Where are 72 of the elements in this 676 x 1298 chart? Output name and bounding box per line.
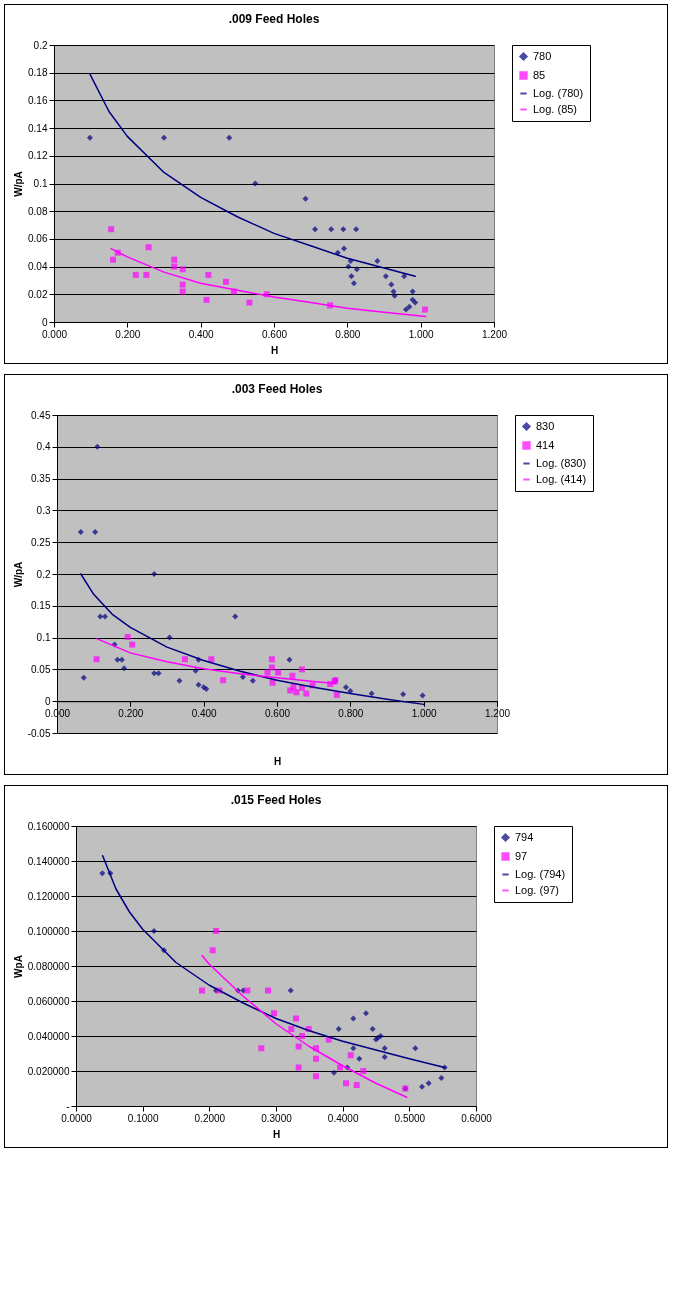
legend-label: 794 xyxy=(515,830,534,843)
y-axis-title: WpA xyxy=(12,955,24,978)
x-tick-label: 1.000 xyxy=(411,707,438,719)
x-tick-label: 0.200 xyxy=(115,328,141,340)
x-tick-label: 0.600 xyxy=(261,328,288,340)
y-tick-label: 0.18 xyxy=(28,67,48,79)
x-tick-label: 0.400 xyxy=(191,707,218,719)
x-axis-title: H xyxy=(273,755,282,767)
legend-label: Log. (97) xyxy=(515,883,560,896)
y-tick-label: -0.05 xyxy=(27,727,51,739)
chart-title: .009 Feed Holes xyxy=(228,12,320,26)
y-tick-label: 0.100000 xyxy=(27,925,70,937)
y-tick-label: 0 xyxy=(44,695,51,707)
y-tick-label: 0.1 xyxy=(36,632,51,644)
y-tick-label: 0.02 xyxy=(28,288,48,300)
y-tick-label: - xyxy=(66,1100,70,1112)
x-tick-label: 0.000 xyxy=(41,328,68,340)
y-tick-label: 0.020000 xyxy=(27,1065,70,1077)
y-tick-label: 0.06 xyxy=(28,233,48,245)
x-axis-title: H xyxy=(272,1128,281,1140)
y-tick-label: 0.060000 xyxy=(27,995,70,1007)
x-tick-label: 0.200 xyxy=(118,707,144,719)
x-axis-title: H xyxy=(270,344,279,356)
x-tick-label: 0.5000 xyxy=(394,1112,426,1124)
y-tick-label: 0 xyxy=(41,316,48,328)
y-axis-title: W/pA xyxy=(13,171,25,197)
chart-title: .003 Feed Holes xyxy=(231,382,323,396)
x-tick-label: 0.800 xyxy=(335,328,361,340)
y-tick-label: 0.04 xyxy=(28,261,48,273)
y-tick-label: 0.15 xyxy=(31,600,51,612)
y-tick-label: 0.12 xyxy=(28,150,48,162)
y-tick-label: 0.2 xyxy=(33,39,48,51)
x-tick-label: 1.200 xyxy=(481,328,508,340)
chart-title: .015 Feed Holes xyxy=(230,793,322,807)
legend-label: Log. (830) xyxy=(536,456,587,469)
x-tick-label: 0.1000 xyxy=(127,1112,159,1124)
y-tick-label: 0.25 xyxy=(31,536,51,548)
legend-label: Log. (414) xyxy=(536,472,587,485)
y-tick-label: 0.35 xyxy=(31,473,51,485)
x-tick-label: 0.6000 xyxy=(461,1112,493,1124)
y-tick-label: 0.16 xyxy=(28,94,48,106)
y-tick-label: 0.1 xyxy=(33,178,48,189)
y-tick-label: 0.14 xyxy=(28,122,48,134)
x-tick-label: 1.200 xyxy=(484,707,511,719)
y-tick-label: 0.120000 xyxy=(27,890,70,902)
y-tick-label: 0.3 xyxy=(36,504,51,516)
y-tick-label: 0.05 xyxy=(31,663,51,675)
x-tick-label: 0.2000 xyxy=(194,1112,226,1124)
y-tick-label: 0.040000 xyxy=(27,1030,70,1042)
legend-label: 830 xyxy=(536,419,555,432)
y-tick-label: 0.2 xyxy=(36,568,51,580)
y-tick-label: 0.160000 xyxy=(27,820,70,832)
x-tick-label: 0.600 xyxy=(264,707,291,719)
y-tick-label: 0.4 xyxy=(36,441,51,453)
legend-label: 414 xyxy=(536,438,555,451)
x-tick-label: 0.4000 xyxy=(327,1112,359,1124)
legend-label: Log. (85) xyxy=(533,102,578,115)
x-tick-label: 1.000 xyxy=(408,328,435,340)
x-tick-label: 0.800 xyxy=(338,707,364,719)
legend-label: Log. (794) xyxy=(515,867,566,880)
x-tick-label: 0.3000 xyxy=(261,1112,293,1124)
legend-label: 85 xyxy=(533,68,546,81)
legend-label: 780 xyxy=(533,49,552,62)
x-tick-label: 0.0000 xyxy=(61,1112,93,1124)
legend-label: 97 xyxy=(515,849,528,862)
y-tick-label: 0.45 xyxy=(31,409,51,421)
y-tick-label: 0.140000 xyxy=(27,855,70,867)
y-axis-title: W/pA xyxy=(12,561,24,588)
y-tick-label: 0.08 xyxy=(28,205,48,217)
y-tick-label: 0.080000 xyxy=(27,960,70,972)
legend-label: Log. (780) xyxy=(533,86,584,99)
x-tick-label: 0.400 xyxy=(188,328,215,340)
